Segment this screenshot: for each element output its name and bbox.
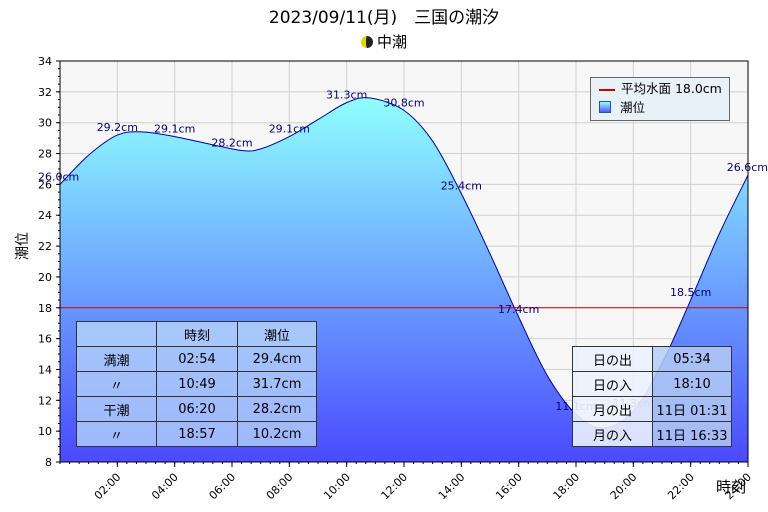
table-cell: 10.2cm [237, 421, 317, 447]
point-label: 26.6cm [727, 161, 768, 174]
x-tick-label: 14:00 [436, 471, 468, 503]
table-cell: 31.7cm [237, 371, 317, 397]
legend-tide-label: 潮位 [620, 100, 646, 115]
tide-times-table: 時刻 潮位 満潮 02:54 29.4cm 〃 10:49 31.7cm 干潮 … [76, 321, 317, 447]
table-cell: 日の出 [572, 346, 653, 372]
legend-item-tide: 潮位 [599, 99, 645, 117]
table-header-cell [76, 321, 157, 347]
table-row: 〃 10:49 31.7cm [76, 371, 317, 397]
table-row: 月の出 11日 01:31 [572, 396, 732, 422]
y-tick-label: 34 [38, 55, 52, 68]
table-cell: 満潮 [76, 346, 157, 372]
x-tick-label: 20:00 [608, 471, 640, 503]
x-tick-label: 16:00 [493, 471, 525, 503]
y-tick-label: 16 [38, 333, 52, 346]
table-header-cell: 潮位 [237, 321, 317, 347]
point-label: 29.2cm [97, 121, 138, 134]
point-label: 30.8cm [383, 96, 424, 109]
y-tick-label: 30 [38, 117, 52, 130]
x-tick-label: 12:00 [379, 471, 411, 503]
table-cell: 干潮 [76, 396, 157, 422]
y-tick-label: 32 [38, 86, 52, 99]
y-axis: 8 10 12 14 16 18 20 22 24 26 28 30 32 34 [38, 55, 60, 469]
table-cell: 18:10 [652, 371, 732, 397]
y-tick-label: 28 [38, 148, 52, 161]
legend-item-mean: 平均水面 18.0cm [599, 80, 722, 98]
table-cell: 29.4cm [237, 346, 317, 372]
point-label: 17.4cm [498, 303, 539, 316]
chart-title: 2023/09/11(月) 三国の潮汐 [268, 8, 500, 28]
mean-line-swatch [599, 88, 615, 91]
point-label: 29.1cm [269, 123, 310, 136]
point-label: 25.4cm [441, 180, 482, 193]
table-cell: 06:20 [156, 396, 238, 422]
y-tick-label: 20 [38, 271, 52, 284]
x-tick-label: 22:00 [665, 471, 697, 503]
y-tick-label: 12 [38, 394, 52, 407]
x-tick-label: 10:00 [321, 471, 353, 503]
y-tick-label: 10 [38, 425, 52, 438]
point-label: 29.1cm [154, 123, 195, 136]
table-cell: 10:49 [156, 371, 238, 397]
x-tick-label: 18:00 [551, 471, 583, 503]
tide-type: 中潮 [0, 31, 768, 52]
y-axis-label: 潮位 [15, 232, 31, 260]
table-cell: 05:34 [652, 346, 732, 372]
legend-mean-label: 平均水面 18.0cm [621, 81, 722, 96]
table-row: 日の出 05:34 [572, 346, 732, 372]
table-row: 月の入 11日 16:33 [572, 421, 732, 447]
y-tick-label: 18 [38, 302, 52, 315]
tide-type-label: 中潮 [376, 33, 407, 51]
x-tick-label: 08:00 [264, 471, 296, 503]
table-cell: 11日 16:33 [652, 421, 732, 447]
table-cell: 02:54 [156, 346, 238, 372]
legend: 平均水面 18.0cm 潮位 [590, 77, 730, 121]
table-header-cell: 時刻 [156, 321, 238, 347]
table-cell: 〃 [76, 421, 157, 447]
y-tick-label: 8 [45, 456, 52, 469]
table-cell: 11日 01:31 [652, 396, 732, 422]
y-tick-label: 14 [38, 363, 52, 376]
table-cell: 18:57 [156, 421, 238, 447]
x-tick-label: 02:00 [92, 471, 124, 503]
y-tick-label: 24 [38, 209, 52, 222]
x-axis: 02:00 04:00 06:00 08:00 10:00 12:00 14:00 16:00… [59, 462, 754, 503]
y-tick-label: 26 [38, 178, 52, 191]
table-row: 日の入 18:10 [572, 371, 732, 397]
table-cell: 月の出 [572, 396, 653, 422]
table-row: 干潮 06:20 28.2cm [76, 396, 317, 422]
point-label: 18.5cm [670, 286, 711, 299]
x-axis-label: 時刻 [716, 478, 747, 496]
table-cell: 〃 [76, 371, 157, 397]
point-label: 28.2cm [211, 136, 252, 149]
table-header-row: 時刻 潮位 [76, 321, 317, 347]
table-cell: 28.2cm [237, 396, 317, 422]
x-tick-label: 04:00 [149, 471, 181, 503]
sun-moon-table: 日の出 05:34 日の入 18:10 月の出 11日 01:31 月の入 11… [572, 346, 732, 447]
table-cell: 日の入 [572, 371, 653, 397]
y-tick-label: 22 [38, 240, 52, 253]
waxing-crescent-moon-icon [360, 36, 373, 48]
x-tick-label: 06:00 [207, 471, 239, 503]
tide-swatch [599, 101, 611, 113]
table-cell: 月の入 [572, 421, 653, 447]
table-row: 〃 18:57 10.2cm [76, 421, 317, 447]
table-row: 満潮 02:54 29.4cm [76, 346, 317, 372]
point-label: 31.3cm [326, 89, 367, 102]
